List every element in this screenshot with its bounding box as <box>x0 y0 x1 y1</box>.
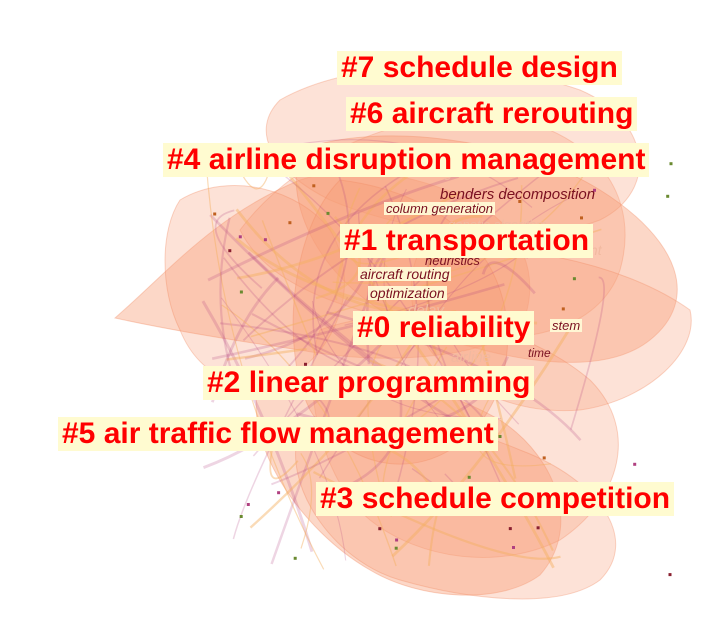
network-node <box>572 277 576 281</box>
network-node <box>561 307 565 311</box>
network-link <box>271 397 442 486</box>
network-node <box>508 527 512 531</box>
network-link <box>312 171 408 356</box>
network-link <box>391 193 579 383</box>
network-node <box>293 556 297 560</box>
network-node <box>536 526 540 530</box>
network-link <box>214 209 263 289</box>
keyword-stem: stem <box>550 318 583 333</box>
network-node <box>277 491 281 495</box>
network-node <box>593 188 596 192</box>
network-node <box>228 249 232 253</box>
network-node <box>263 238 267 242</box>
keyword-aircraft-routing: aircraft routing <box>358 266 452 282</box>
network-node <box>239 290 243 294</box>
cluster-label-5: #5 air traffic flow management <box>58 417 498 451</box>
cluster-label-7: #7 schedule design <box>337 51 622 85</box>
network-link <box>481 261 536 295</box>
network-node <box>213 212 217 216</box>
cluster-label-1: #1 transportation <box>340 224 594 258</box>
network-node <box>395 538 399 542</box>
network-link <box>226 347 307 361</box>
cluster-label-4: #4 airline disruption management <box>163 143 650 177</box>
network-node <box>288 221 292 225</box>
network-node <box>498 435 502 438</box>
network-node <box>542 456 546 460</box>
network-link <box>221 304 397 567</box>
network-link <box>219 322 487 423</box>
keyword-airline: airline <box>451 349 492 366</box>
keyword-column-generation: column generation <box>384 201 495 216</box>
network-link <box>244 244 378 360</box>
keyword-optimization: optimization <box>368 285 447 301</box>
network-link <box>207 175 459 282</box>
network-link <box>283 158 350 373</box>
network-link <box>202 323 402 469</box>
network-node <box>238 235 242 239</box>
keyword-benders-decomposition: benders decomposition <box>440 186 596 203</box>
cluster-label-6: #6 aircraft rerouting <box>346 97 638 131</box>
network-node <box>580 216 583 220</box>
cluster-label-2: #2 linear programming <box>203 366 535 400</box>
network-link <box>391 323 574 558</box>
network-node <box>246 503 250 506</box>
network-node <box>378 527 382 531</box>
network-link <box>300 453 313 549</box>
network-node <box>239 515 243 518</box>
network-link <box>261 220 317 356</box>
network-node <box>668 573 672 577</box>
network-node <box>312 184 316 188</box>
network-node <box>512 546 515 549</box>
cluster-label-3: #3 schedule competition <box>316 482 675 516</box>
network-node <box>666 194 670 198</box>
network-node <box>304 362 307 366</box>
keyword-time: time <box>528 346 551 360</box>
network-node <box>394 546 398 550</box>
network-node <box>467 475 471 479</box>
network-node <box>669 162 673 166</box>
network-node <box>518 200 522 203</box>
network-link <box>475 399 551 467</box>
network-node <box>326 211 330 215</box>
cluster-label-0: #0 reliability <box>353 311 535 345</box>
network-node <box>633 462 637 466</box>
network-link <box>569 276 605 430</box>
